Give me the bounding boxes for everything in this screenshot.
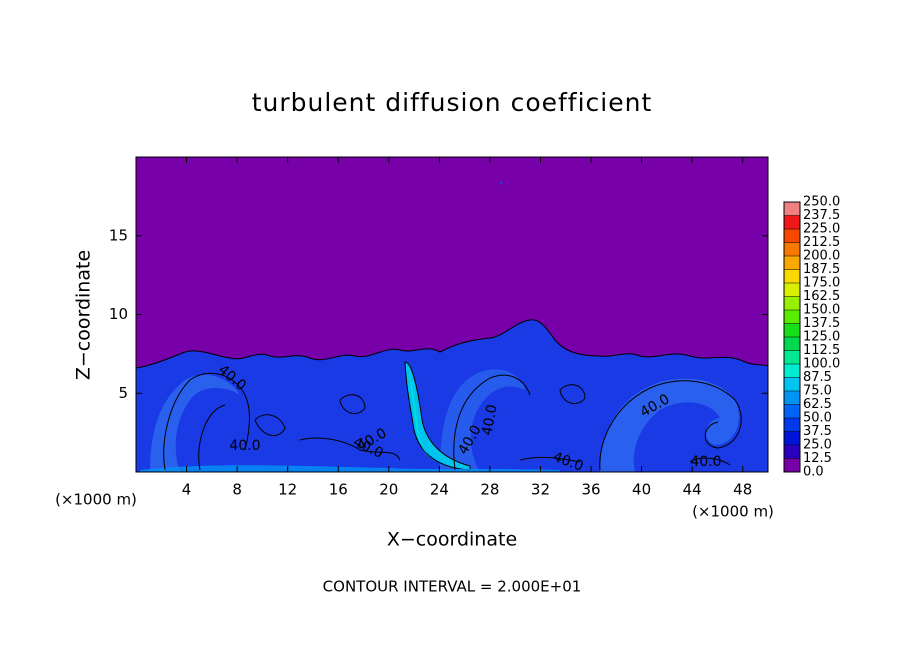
colorbar-bin [784, 445, 800, 459]
colorbar-bin [784, 215, 800, 229]
x-unit-label: (×1000 m) [55, 491, 137, 509]
colorbar-bin [784, 337, 800, 351]
colorbar-bin [784, 418, 800, 432]
x-tick-label: 48 [733, 481, 752, 499]
light-patch [150, 374, 240, 472]
colorbar-bin [784, 350, 800, 364]
colorbar-bin [784, 431, 800, 445]
colorbar-label: 212.5 [803, 235, 840, 250]
speck [499, 181, 503, 185]
colorbar-label: 87.5 [803, 370, 832, 385]
colorbar-bin [784, 310, 800, 324]
x-tick-label: 24 [430, 481, 449, 499]
field [135, 157, 769, 473]
chart-title: turbulent diffusion coefficient [252, 88, 653, 117]
y-tick-label: 5 [118, 384, 128, 402]
colorbar-label: 50.0 [803, 411, 832, 426]
x-tick-label: 32 [531, 481, 550, 499]
colorbar-label: 137.5 [803, 316, 840, 331]
x-axis-label: X−coordinate [387, 529, 517, 551]
colorbar-bin [784, 229, 800, 243]
colorbar-label: 25.0 [803, 438, 832, 453]
colorbar-bin [784, 269, 800, 283]
colorbar-label: 0.0 [803, 465, 824, 480]
y-tick-label: 10 [109, 305, 128, 323]
colorbar-bin [784, 283, 800, 297]
colorbar-label: 150.0 [803, 303, 840, 318]
x-unit-label: (×1000 m) [692, 503, 774, 521]
light-patch [600, 378, 739, 472]
colorbar-label: 162.5 [803, 289, 840, 304]
colorbar-bin [784, 391, 800, 405]
y-tick-label: 15 [109, 226, 128, 244]
light-patch [440, 369, 525, 472]
colorbar-label: 200.0 [803, 249, 840, 264]
colorbar-label: 175.0 [803, 276, 840, 291]
streak [410, 375, 436, 462]
x-tick-label: 4 [182, 481, 192, 499]
colorbar-bin [784, 364, 800, 378]
colorbar-label: 112.5 [803, 343, 840, 358]
x-tick-label: 28 [480, 481, 499, 499]
contour-lines [163, 372, 742, 471]
colorbar-bin [784, 458, 800, 472]
contour-label: 40.0 [229, 438, 260, 454]
x-tick-label: 36 [581, 481, 600, 499]
colorbar-label: 125.0 [803, 330, 840, 345]
streak [404, 361, 471, 471]
x-tick-label: 20 [379, 481, 398, 499]
colorbar-label: 237.5 [803, 208, 840, 223]
x-tick-label: 16 [329, 481, 348, 499]
colorbar-label: 12.5 [803, 451, 832, 466]
x-tick-label: 44 [683, 481, 702, 499]
contour-label: 40.0 [690, 454, 721, 470]
colorbar-label: 187.5 [803, 262, 840, 277]
colorbar-label: 100.0 [803, 357, 840, 372]
colorbar-bin [784, 377, 800, 391]
colorbar-label: 225.0 [803, 222, 840, 237]
colorbar-label: 62.5 [803, 397, 832, 412]
x-tick-label: 40 [632, 481, 651, 499]
contour-label: 40.0 [479, 403, 500, 436]
colorbar-bin [784, 404, 800, 418]
colorbar-label: 37.5 [803, 424, 832, 439]
colorbar-bin [784, 242, 800, 256]
colorbar-bin [784, 256, 800, 270]
x-tick-label: 12 [278, 481, 297, 499]
colorbar-label: 250.0 [803, 195, 840, 210]
colorbar-label: 75.0 [803, 384, 832, 399]
y-axis-label: Z−coordinate [73, 250, 95, 380]
streak [140, 465, 560, 472]
x-tick-label: 8 [232, 481, 242, 499]
footer: CONTOUR INTERVAL = 2.000E+01 [323, 578, 582, 596]
colorbar-bin [784, 296, 800, 310]
colorbar-bin [784, 202, 800, 216]
colorbar-bin [784, 323, 800, 337]
